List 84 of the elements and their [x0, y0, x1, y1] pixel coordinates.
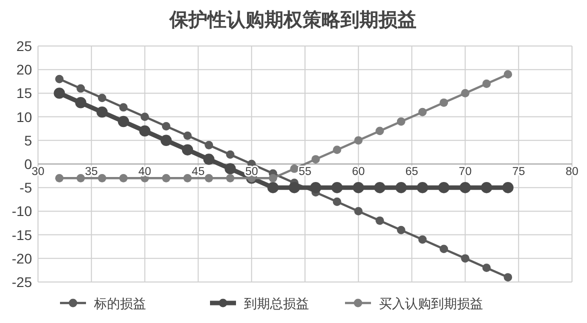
point [354, 207, 363, 216]
point [182, 144, 194, 156]
legend-label: 买入认购到期损益 [379, 296, 483, 311]
point [98, 94, 106, 102]
point [311, 155, 320, 164]
point [139, 125, 150, 137]
point [460, 182, 471, 194]
y-tick-label: -20 [12, 250, 32, 266]
point [203, 154, 214, 165]
point [418, 235, 427, 244]
point [268, 174, 278, 182]
point [76, 84, 85, 93]
point [438, 182, 450, 194]
point [354, 136, 363, 145]
x-tick-label: 75 [512, 166, 525, 178]
y-tick-label: 25 [16, 38, 32, 54]
y-tick-label: 20 [16, 62, 32, 78]
y-tick-label: 15 [16, 85, 32, 102]
point [226, 174, 234, 182]
point [118, 116, 130, 128]
y-tick-label: -25 [12, 274, 32, 290]
point [204, 140, 214, 150]
x-tick-label: 80 [566, 166, 578, 178]
point [162, 122, 170, 130]
x-tick-label: 30 [32, 166, 44, 178]
y-tick-label: 5 [24, 132, 32, 148]
y-tick-label: -5 [20, 180, 32, 196]
point [75, 97, 86, 108]
point [504, 70, 512, 79]
point [183, 131, 192, 140]
point [119, 103, 128, 112]
point [502, 182, 514, 194]
point [267, 182, 279, 194]
point [482, 264, 491, 272]
point [374, 182, 386, 194]
y-tick-label: 0 [24, 156, 32, 172]
point [376, 216, 384, 225]
point [396, 182, 407, 194]
point [331, 182, 343, 194]
legend-label: 标的损益 [93, 296, 146, 311]
point [55, 74, 64, 84]
x-tick-label: 70 [458, 166, 472, 178]
x-tick-label: 60 [352, 166, 365, 178]
x-tick-label: 40 [138, 166, 152, 178]
point [352, 182, 364, 194]
point [376, 126, 384, 136]
point [440, 244, 448, 254]
point [396, 117, 406, 126]
point [480, 182, 492, 194]
point [183, 174, 192, 182]
chart-title: 保护性认购期权策略到期损益 [168, 9, 416, 31]
point [482, 80, 491, 88]
point [204, 174, 214, 182]
legend-label: 到期总损益 [244, 296, 309, 311]
x-tick-label: 65 [405, 166, 418, 178]
point [160, 134, 172, 146]
x-tick-label: 55 [298, 166, 312, 178]
point [332, 198, 342, 206]
point [140, 112, 149, 121]
y-tick-label: 10 [16, 108, 32, 125]
point [98, 174, 106, 182]
point [461, 89, 470, 98]
point [416, 182, 428, 194]
point [162, 174, 170, 182]
point [290, 164, 299, 173]
point [226, 150, 234, 159]
y-tick-label: -10 [12, 203, 32, 220]
point [55, 174, 64, 182]
point [54, 88, 65, 99]
point [224, 163, 236, 174]
point [504, 273, 512, 282]
point [288, 182, 300, 194]
point [119, 174, 128, 182]
y-tick-label: -15 [12, 226, 32, 243]
point [310, 182, 322, 194]
point [418, 108, 427, 116]
x-tick-label: 35 [85, 166, 98, 178]
point [332, 146, 342, 154]
point [440, 98, 448, 107]
x-tick-label: 45 [192, 166, 205, 178]
point [461, 254, 470, 263]
point [96, 106, 108, 118]
point [76, 174, 85, 182]
point [396, 226, 406, 234]
